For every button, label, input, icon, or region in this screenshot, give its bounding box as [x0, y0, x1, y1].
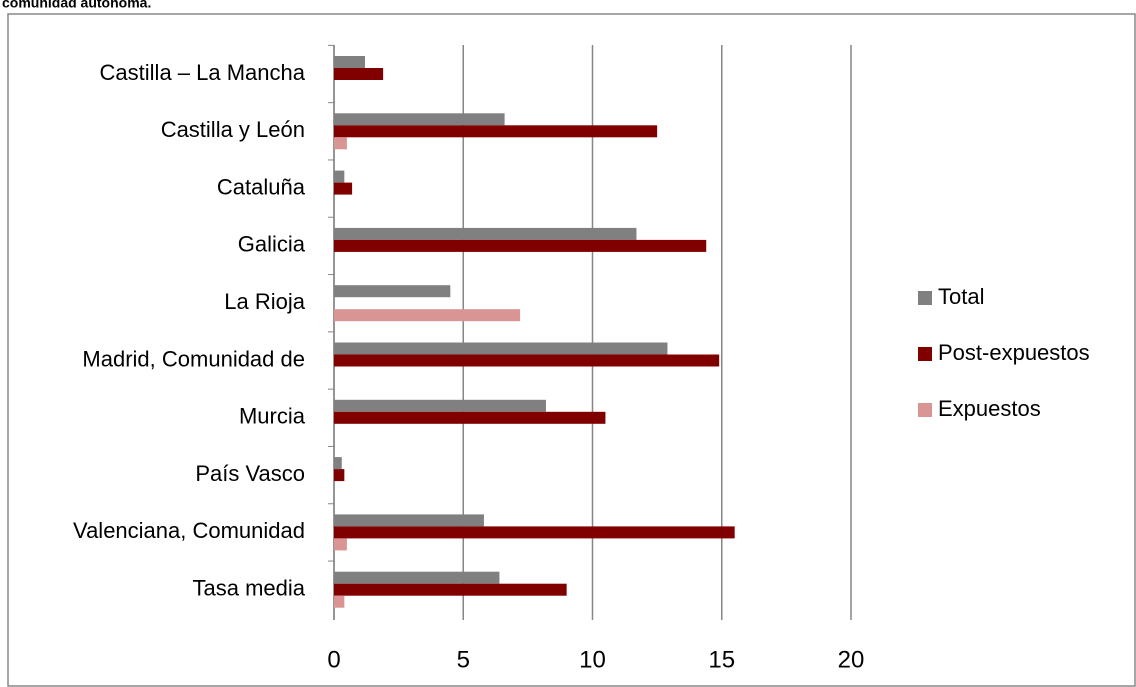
legend-swatch [918, 347, 932, 361]
bar [334, 137, 347, 150]
bar [334, 227, 637, 240]
bar [334, 538, 347, 551]
bar [334, 571, 500, 584]
bar [334, 457, 342, 470]
x-tick-label: 10 [579, 646, 606, 673]
bar [334, 182, 353, 195]
x-tick-label: 15 [708, 646, 735, 673]
bar [334, 239, 707, 252]
bar [334, 514, 484, 527]
bar [334, 285, 451, 298]
x-tick-label: 20 [838, 646, 865, 673]
bar [334, 113, 505, 126]
legend-label: Expuestos [938, 396, 1041, 421]
bar [334, 170, 345, 183]
legend-label: Post-expuestos [938, 340, 1090, 365]
legend-swatch [918, 403, 932, 417]
y-tick-label: Murcia [239, 404, 306, 429]
x-tick-label: 5 [457, 646, 470, 673]
y-tick-label: Castilla – La Mancha [100, 60, 306, 85]
y-tick-label: Tasa media [192, 576, 305, 601]
bar [334, 68, 384, 80]
bar [334, 595, 345, 608]
bar [334, 309, 521, 322]
bar [334, 354, 720, 367]
y-tick-label: La Rioja [224, 289, 305, 314]
y-tick-label: Valenciana, Comunidad [73, 518, 305, 543]
legend-label: Total [938, 284, 984, 309]
x-tick-label: 0 [327, 646, 340, 673]
bar [334, 583, 567, 596]
y-tick-label: Madrid, Comunidad de [82, 346, 305, 371]
y-tick-label: País Vasco [195, 461, 305, 486]
bar [334, 469, 345, 482]
y-tick-label: Galicia [238, 232, 306, 257]
bar [334, 56, 366, 68]
y-tick-label: Cataluña [217, 174, 306, 199]
chart-title: comunidad autónoma. [2, 0, 151, 11]
bar [334, 526, 735, 539]
bar [334, 411, 606, 424]
bar [334, 125, 658, 138]
legend-swatch [918, 291, 932, 305]
bar [334, 342, 668, 355]
y-tick-label: Castilla y León [161, 117, 305, 142]
bar [334, 399, 546, 412]
